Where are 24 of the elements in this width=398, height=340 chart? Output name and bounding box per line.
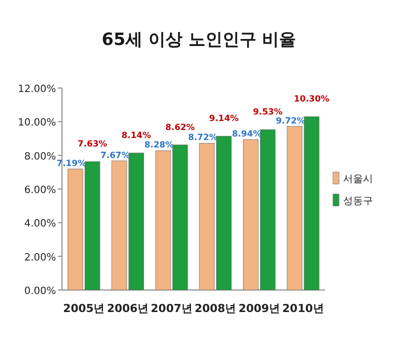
x-tick-label: 2007년: [150, 302, 192, 315]
y-tick-label: 10.00%: [18, 118, 56, 129]
y-tick-label: 4.00%: [24, 218, 56, 230]
x-tick-label: 2009년: [238, 302, 280, 315]
data-label: 8.62%: [165, 122, 196, 133]
legend-label: 성동구: [343, 196, 373, 207]
y-tick-label: 0.00%: [24, 286, 56, 297]
x-tick-label: 2005년: [63, 302, 105, 315]
x-tick-label: 2006년: [106, 302, 149, 315]
chart-title: 65세 이상 노인인구 비율: [102, 30, 296, 50]
data-label: 9.14%: [209, 114, 240, 124]
data-label: 7.63%: [78, 140, 108, 150]
data-label: 8.14%: [122, 130, 152, 141]
legend-label: 서울시: [343, 174, 373, 185]
y-tick-label: 6.00%: [24, 185, 56, 196]
x-tick-label: 2010년: [282, 302, 324, 315]
data-label: 8.72%: [188, 133, 218, 144]
data-label: 9.53%: [253, 108, 283, 118]
data-label: 10.30%: [294, 94, 330, 105]
data-label: 8.28%: [144, 140, 174, 151]
y-tick-label: 8.00%: [24, 151, 56, 162]
x-tick-label: 2008년: [194, 302, 236, 315]
y-tick-label: 12.00%: [18, 84, 56, 95]
y-tick-label: 2.00%: [24, 252, 56, 264]
